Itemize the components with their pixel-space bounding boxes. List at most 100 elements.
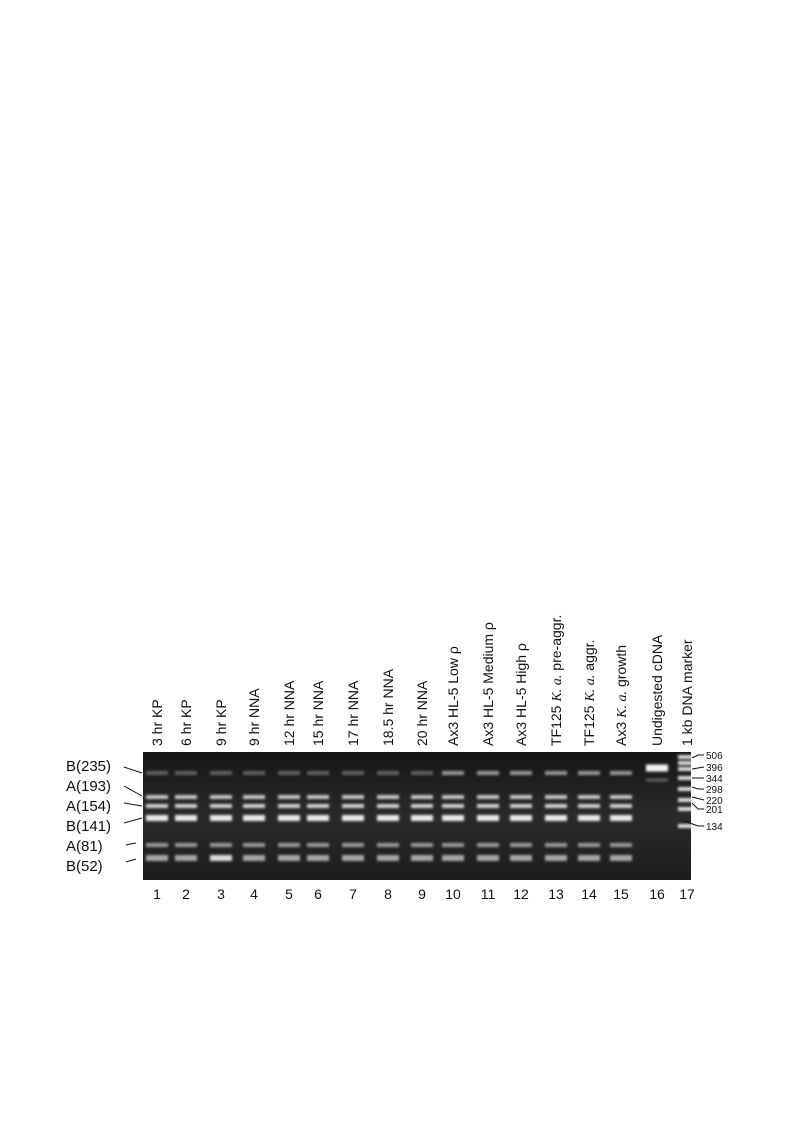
lane-label-part: K. a. <box>615 691 630 719</box>
lane-label-part: 9 hr NNA <box>246 688 262 746</box>
band <box>175 795 197 799</box>
band <box>411 795 433 799</box>
band <box>477 855 499 861</box>
band <box>442 804 464 808</box>
band <box>678 787 696 791</box>
lane-label: TF125 K. a. aggr. <box>581 640 598 746</box>
lane-number: 4 <box>250 886 258 902</box>
band <box>307 855 329 861</box>
band <box>278 771 300 775</box>
lane-label: Ax3 HL-5 Medium ρ <box>480 622 496 746</box>
band <box>210 843 232 847</box>
band <box>477 804 499 808</box>
band <box>377 771 399 775</box>
lane-label: Ax3 HL-5 High ρ <box>513 643 529 746</box>
lane-number: 1 <box>153 886 161 902</box>
band <box>342 771 364 775</box>
band <box>610 815 632 821</box>
band <box>210 795 232 799</box>
lane-number: 11 <box>481 886 496 902</box>
band <box>278 855 300 861</box>
band-label: B(235) <box>66 758 111 775</box>
marker-size: 344 <box>706 774 723 785</box>
band-label: A(81) <box>66 838 103 855</box>
marker-size: 506 <box>706 751 723 762</box>
band <box>243 843 265 847</box>
band <box>175 815 197 821</box>
lane-label-part: 6 hr KP <box>178 699 194 746</box>
lane-label-part: K. a. <box>550 675 565 703</box>
marker-size: 396 <box>706 763 723 774</box>
band <box>442 843 464 847</box>
band <box>243 795 265 799</box>
band <box>411 843 433 847</box>
lane-label-part: TF125 <box>548 705 564 746</box>
band <box>510 843 532 847</box>
band <box>411 804 433 808</box>
band <box>578 804 600 808</box>
band <box>146 795 168 799</box>
left-leaders <box>123 766 143 863</box>
band-label: B(52) <box>66 858 103 875</box>
lane-label-part: growth <box>613 645 629 687</box>
band <box>678 755 696 759</box>
band <box>243 804 265 808</box>
marker-size: 201 <box>706 805 723 816</box>
band <box>175 804 197 808</box>
band <box>442 855 464 861</box>
band <box>545 843 567 847</box>
band <box>678 798 696 802</box>
band <box>278 815 300 821</box>
band <box>175 855 197 861</box>
lane-number: 2 <box>182 886 190 902</box>
band <box>146 855 168 861</box>
band <box>578 843 600 847</box>
lane-label-part: Ax3 <box>613 722 629 746</box>
band <box>377 815 399 821</box>
lane-label-part: 12 hr NNA <box>281 680 297 746</box>
band <box>210 815 232 821</box>
band <box>477 815 499 821</box>
lane-label: 3 hr KP <box>149 699 165 746</box>
lane-label: 18.5 hr NNA <box>380 668 396 746</box>
band <box>678 776 696 780</box>
band <box>610 855 632 861</box>
lane-label-part: 17 hr NNA <box>345 680 361 746</box>
band <box>307 795 329 799</box>
band <box>146 771 168 775</box>
lane-number: 6 <box>314 886 322 902</box>
lane-label-part: Ax3 HL-5 Medium ρ <box>480 622 496 746</box>
lane-label: 1 kb DNA marker <box>679 639 695 746</box>
band <box>377 855 399 861</box>
band <box>510 771 532 775</box>
band <box>307 804 329 808</box>
band <box>377 804 399 808</box>
band <box>678 807 696 811</box>
band <box>342 855 364 861</box>
band <box>646 764 668 772</box>
lane-label-part: pre-aggr. <box>548 615 564 671</box>
band <box>510 815 532 821</box>
marker-size: 134 <box>706 822 723 833</box>
lane-number: 15 <box>613 886 629 902</box>
band <box>610 795 632 799</box>
lane-label-part: 20 hr NNA <box>414 680 430 746</box>
band <box>678 767 696 771</box>
band <box>610 804 632 808</box>
band <box>342 804 364 808</box>
band <box>610 771 632 775</box>
band <box>578 771 600 775</box>
band <box>578 795 600 799</box>
band-label: B(141) <box>66 818 111 835</box>
lane-label: 20 hr NNA <box>414 680 430 746</box>
lane-label-part: aggr. <box>581 640 597 671</box>
band <box>411 855 433 861</box>
lane-number: 5 <box>285 886 293 902</box>
band <box>411 815 433 821</box>
lane-label: Undigested cDNA <box>649 634 665 746</box>
band <box>477 771 499 775</box>
band <box>278 804 300 808</box>
band <box>678 824 696 828</box>
